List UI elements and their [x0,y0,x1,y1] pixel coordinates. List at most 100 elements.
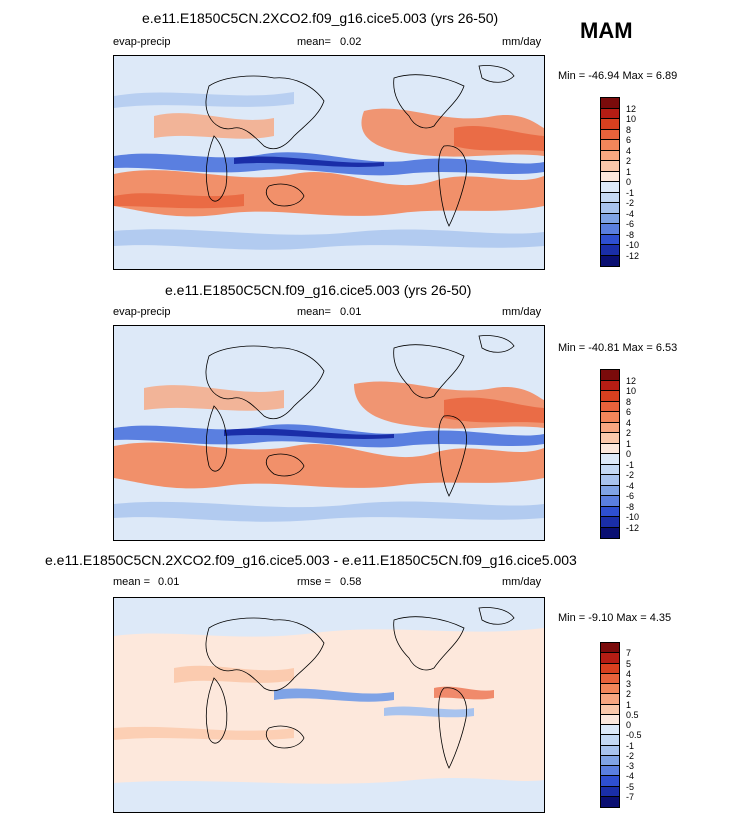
colorbar-swatch [601,663,619,674]
colorbar-tick-label: -6 [626,219,635,229]
panel-1-title: e.e11.E1850C5CN.2XCO2.f09_g16.cice5.003 … [142,10,499,26]
colorbar-tick-label: -4 [626,480,635,491]
colorbar-tick-label: 8 [626,124,632,135]
panel-2-mean-value: 0.01 [340,306,362,318]
colorbar-tick-label: 10 [626,114,637,124]
colorbar-swatch [601,140,619,151]
colorbar-tick-label: -10 [626,240,640,250]
colorbar-swatch [601,234,619,245]
colorbar-tick-label: 12 [626,103,637,114]
colorbar-swatch [601,161,619,172]
colorbar-swatch [601,150,619,161]
colorbar-swatch [601,694,619,705]
panel-1-variable: evap-precip [113,36,171,48]
colorbar-tick-label: 5 [626,658,632,669]
colorbar-swatch [601,245,619,256]
colorbar-swatch [601,129,619,140]
panel-1-mean-label: mean= [297,36,331,48]
colorbar-swatch [601,412,619,423]
colorbar-swatch [601,735,619,746]
colorbar-swatch [601,224,619,235]
colorbar-tick-label: -0.5 [626,730,642,741]
colorbar-swatch [601,192,619,203]
panel-3-minmax: Min = -9.10 Max = 4.35 [558,612,672,624]
colorbar-tick-label: -8 [626,501,635,512]
panel-1-minmax: Min = -46.94 Max = 6.89 [558,70,678,82]
colorbar-swatch [601,725,619,736]
panel-2-mean-label: mean= [297,306,331,318]
colorbar-swatch [601,684,619,695]
colorbar-swatch [601,776,619,787]
colorbar-swatch [601,464,619,475]
panel-2-map [113,325,545,541]
panel-1-units: mm/day [502,36,542,48]
colorbar-tick-label: 4 [626,668,632,679]
colorbar-tick-label: 6 [626,135,632,145]
colorbar-tick-label: 2 [626,428,632,438]
panel-1-mean-value: 0.02 [340,36,362,48]
colorbar-tick-label: 4 [626,145,632,156]
panel-3-mean-label: mean = [113,576,150,588]
colorbar-tick-label: -4 [626,208,635,219]
colorbar-tick-label: 1 [626,438,632,449]
colorbar-swatch [601,108,619,119]
colorbar-tick-label: 1 [626,699,632,710]
panel-2-units: mm/day [502,306,542,318]
colorbar-tick-label: -12 [626,522,640,533]
panel-1-colorbar [600,97,620,267]
colorbar-tick-label: -4 [626,771,635,782]
colorbar-swatch [601,496,619,507]
colorbar-tick-label: 1 [626,166,632,177]
colorbar-tick-label: 8 [626,396,632,407]
colorbar-swatch [601,433,619,444]
colorbar-tick-label: 12 [626,375,637,386]
colorbar-tick-label: 10 [626,386,637,396]
panel-3-rmse-label: rmse = [297,576,331,588]
colorbar-swatch [601,786,619,797]
colorbar-swatch [601,796,619,807]
colorbar-tick-label: 2 [626,689,632,700]
colorbar-tick-label: -12 [626,250,640,261]
panel-1-map-field [114,56,544,269]
colorbar-tick-label: -2 [626,750,635,761]
colorbar-swatch [601,745,619,756]
colorbar-tick-label: -8 [626,229,635,240]
panel-3-colorbar [600,642,620,808]
colorbar-tick-label: -7 [626,791,635,802]
panel-2-variable: evap-precip [113,306,171,318]
panel-1-map [113,55,545,270]
panel-2-title: e.e11.E1850C5CN.f09_g16.cice5.003 (yrs 2… [165,282,472,298]
colorbar-swatch [601,527,619,538]
panel-3-title: e.e11.E1850C5CN.2XCO2.f09_g16.cice5.003 … [45,552,577,568]
colorbar-swatch [601,401,619,412]
panel-2-minmax: Min = -40.81 Max = 6.53 [558,342,678,354]
colorbar-tick-label: 6 [626,407,632,417]
panel-3-map-field [114,598,544,812]
colorbar-tick-label: -1 [626,740,635,751]
colorbar-swatch [601,454,619,465]
colorbar-tick-label: -1 [626,459,635,470]
panel-3-units: mm/day [502,576,542,588]
colorbar-swatch [601,422,619,433]
colorbar-tick-label: 2 [626,156,632,166]
panel-3-rmse-value: 0.58 [340,576,362,588]
colorbar-tick-label: 0 [626,720,632,730]
colorbar-swatch [601,391,619,402]
colorbar-swatch [601,443,619,454]
colorbar-tick-label: 0 [626,449,632,459]
colorbar-swatch [601,380,619,391]
colorbar-swatch [601,182,619,193]
colorbar-tick-label: 4 [626,417,632,428]
colorbar-swatch [601,475,619,486]
colorbar-swatch [601,517,619,528]
colorbar-swatch [601,213,619,224]
colorbar-tick-label: 3 [626,679,632,689]
colorbar-swatch [601,203,619,214]
colorbar-tick-label: 7 [626,648,632,659]
panel-2-colorbar [600,369,620,539]
panel-2-map-field [114,326,544,540]
colorbar-swatch [601,485,619,496]
colorbar-tick-label: -3 [626,761,635,771]
colorbar-swatch [601,766,619,777]
panel-3-map [113,597,545,813]
